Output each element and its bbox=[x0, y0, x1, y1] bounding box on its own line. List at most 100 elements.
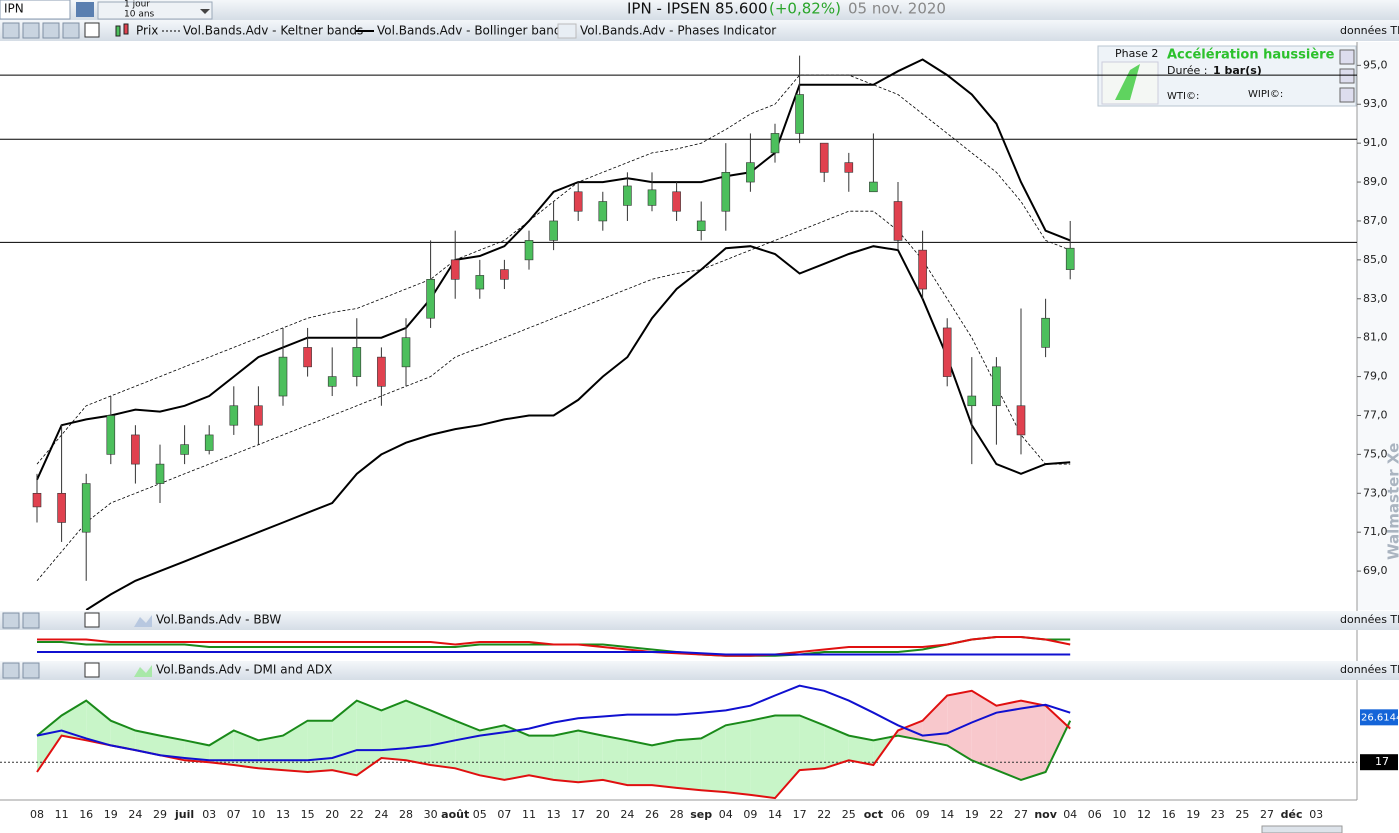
date: 05 nov. 2020 bbox=[848, 0, 946, 18]
x-tick-label: 16 bbox=[1162, 808, 1176, 821]
y-tick-label: 73,0 bbox=[1363, 486, 1388, 499]
x-tick-label: 09 bbox=[743, 808, 757, 821]
x-tick-label: 03 bbox=[202, 808, 216, 821]
y-tick-label: 91,0 bbox=[1363, 136, 1388, 149]
symbol-input[interactable] bbox=[0, 0, 71, 20]
x-tick-label: sep bbox=[690, 808, 712, 821]
candle-body bbox=[819, 142, 829, 173]
panel-button[interactable] bbox=[1339, 87, 1355, 103]
di-area bbox=[504, 725, 529, 780]
candle-body bbox=[647, 189, 657, 206]
line bbox=[37, 636, 1071, 657]
top-bar bbox=[0, 0, 1399, 20]
legend-icon bbox=[557, 23, 577, 39]
y-tick-label: 85,0 bbox=[1363, 253, 1388, 266]
tool-button[interactable] bbox=[2, 662, 20, 679]
brand: Walmaster Xe bbox=[1385, 443, 1399, 560]
legend-bar bbox=[0, 20, 1399, 41]
change: (+0,82%) bbox=[769, 0, 841, 18]
tool-button[interactable] bbox=[62, 22, 80, 39]
tool-button[interactable] bbox=[2, 22, 20, 39]
candle-body bbox=[204, 434, 214, 451]
tool-button[interactable] bbox=[2, 612, 20, 629]
legend-icon bbox=[123, 23, 129, 35]
candle-body bbox=[475, 275, 485, 290]
candle-body bbox=[549, 220, 558, 241]
icon-button[interactable] bbox=[76, 2, 94, 17]
di-area bbox=[479, 725, 505, 780]
candle-body bbox=[426, 279, 435, 319]
x-tick-label: 14 bbox=[940, 808, 954, 821]
value-tag bbox=[1360, 754, 1398, 771]
line bbox=[36, 699, 1072, 781]
di-area bbox=[799, 715, 825, 771]
phase-graphic bbox=[1115, 64, 1140, 100]
candle-body bbox=[795, 94, 804, 134]
period-select[interactable] bbox=[97, 1, 213, 20]
y-tick-label: 83,0 bbox=[1363, 292, 1388, 305]
threshold-label: 17 bbox=[1375, 755, 1389, 768]
candle-body bbox=[942, 327, 952, 377]
tool-button[interactable] bbox=[42, 22, 60, 39]
x-tick-label: 22 bbox=[817, 808, 831, 821]
x-tick-label: 07 bbox=[497, 808, 511, 821]
phase-duration: 1 bar(s) bbox=[1213, 64, 1262, 77]
di-area bbox=[848, 735, 874, 765]
line bbox=[36, 684, 1071, 762]
candle-body bbox=[57, 492, 66, 523]
x-tick-label: 15 bbox=[301, 808, 315, 821]
candle-body bbox=[893, 201, 903, 241]
candle-body bbox=[254, 405, 263, 426]
y-tick-label: 79,0 bbox=[1363, 370, 1388, 383]
candle-body bbox=[229, 405, 239, 426]
x-tick-label: 24 bbox=[620, 808, 634, 821]
tool-button[interactable] bbox=[84, 22, 100, 38]
x-tick-label: 04 bbox=[719, 808, 733, 821]
x-tick-label: 19 bbox=[965, 808, 979, 821]
tool-button[interactable] bbox=[22, 22, 40, 39]
di-area bbox=[1045, 705, 1071, 772]
panel-header bbox=[0, 611, 1399, 630]
candle-body bbox=[967, 395, 977, 407]
di-area bbox=[947, 690, 972, 761]
last-value-label: 26.6144 bbox=[1361, 712, 1399, 723]
di-area bbox=[160, 735, 185, 761]
y-tick-label: 69,0 bbox=[1363, 564, 1388, 577]
x-tick-label: 08 bbox=[30, 808, 44, 821]
panel-button[interactable] bbox=[1339, 49, 1355, 65]
tool-button[interactable] bbox=[84, 612, 100, 628]
tool-button[interactable] bbox=[22, 612, 40, 629]
di-area bbox=[996, 700, 1021, 780]
candle-body bbox=[844, 162, 854, 173]
x-tick-label: 16 bbox=[79, 808, 93, 821]
symbol: IPN bbox=[4, 2, 24, 16]
di-area bbox=[283, 720, 308, 772]
panel-button[interactable] bbox=[1339, 68, 1355, 84]
candle-body bbox=[131, 434, 140, 465]
x-tick-label: nov bbox=[1034, 808, 1057, 821]
x-tick-label: 05 bbox=[473, 808, 487, 821]
scrollbar[interactable] bbox=[1261, 825, 1343, 833]
di-area bbox=[750, 715, 775, 799]
phase-title: Accélération haussière bbox=[1167, 48, 1335, 63]
candle-body bbox=[869, 181, 878, 193]
dmi-plot bbox=[0, 684, 1357, 800]
candle-body bbox=[377, 356, 386, 387]
legend-label: Prix bbox=[136, 24, 158, 38]
candle-body bbox=[696, 220, 706, 231]
legend-label: Vol.Bands.Adv - Phases Indicator bbox=[580, 24, 776, 38]
x-tick-label: 22 bbox=[989, 808, 1003, 821]
x-axis bbox=[0, 800, 1399, 833]
x-tick-label: 25 bbox=[1235, 808, 1249, 821]
y-tick-label: 93,0 bbox=[1363, 97, 1388, 110]
legend-icon bbox=[134, 615, 152, 627]
tool-button[interactable] bbox=[84, 662, 100, 678]
di-area bbox=[37, 715, 62, 772]
x-tick-label: 04 bbox=[1063, 808, 1077, 821]
phase-duration-label: Durée : bbox=[1167, 64, 1207, 77]
di-area bbox=[725, 720, 751, 795]
di-area bbox=[233, 730, 259, 769]
x-tick-label: juil bbox=[174, 808, 194, 821]
tool-button[interactable] bbox=[22, 662, 40, 679]
di-area bbox=[455, 720, 480, 776]
